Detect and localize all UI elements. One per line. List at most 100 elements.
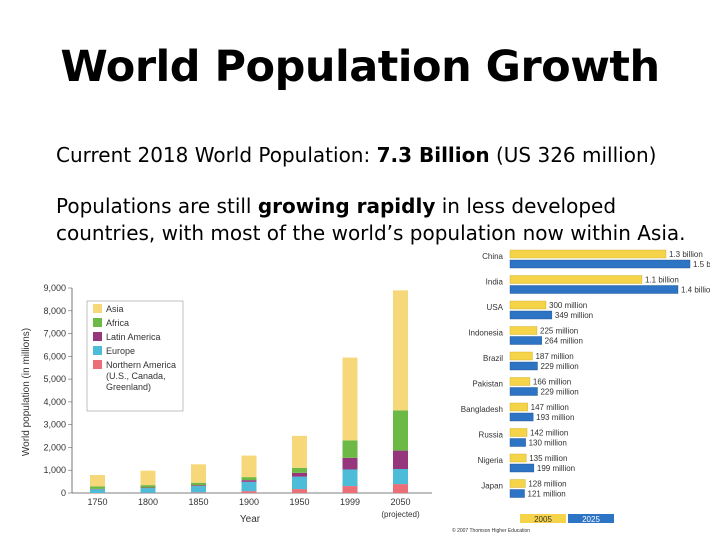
- line1-suffix: (US 326 million): [489, 143, 657, 167]
- line1-prefix: Current 2018 World Population:: [56, 143, 377, 167]
- country-label-china: China: [482, 252, 503, 261]
- value-2025-india: 1.4 billion: [681, 286, 710, 295]
- value-2005-nigeria: 135 million: [529, 454, 567, 463]
- legend-swatch-africa: [93, 318, 102, 327]
- bar-2005-pakistan: [509, 377, 531, 386]
- value-2005-bangladesh: 147 million: [531, 403, 569, 412]
- y-tick-label: 1,000: [43, 465, 66, 475]
- bar-asia-1750: [90, 475, 105, 487]
- bar-africa-1850: [191, 482, 206, 486]
- legend-label-2005: 2005: [534, 515, 552, 524]
- legend-swatch-europe: [93, 346, 102, 355]
- country-label-brazil: Brazil: [483, 354, 503, 363]
- population-growth-chart: 0 1,000 2,000 3,000 4,000 5,000 6,000 7,000 8,00…: [21, 283, 432, 525]
- y-tick-label: 5,000: [43, 374, 66, 384]
- country-label-indonesia: Indonesia: [468, 329, 503, 338]
- growth-emphasis: growing rapidly: [257, 194, 436, 218]
- legend-box: [86, 300, 184, 412]
- bar-2005-brazil: [509, 351, 533, 361]
- bar-europe-1800: [140, 488, 156, 493]
- x-tick-label: 1950: [289, 497, 309, 507]
- bar-asia-1950: [292, 435, 307, 468]
- bar-2005-bangladesh: [509, 402, 528, 412]
- bar-2005-indonesia: [509, 326, 538, 335]
- value-2005-pakistan: 166 million: [533, 378, 571, 387]
- value-2025-pakistan: 229 million: [540, 388, 578, 397]
- para-prefix: Populations are still: [56, 194, 258, 218]
- legend-label: Africa: [106, 318, 129, 328]
- bar-europe-1850: [191, 486, 206, 493]
- x-tick-label: 1900: [239, 497, 259, 507]
- x-tick-sublabel: (projected): [381, 510, 420, 519]
- value-2025-indonesia: 264 million: [545, 337, 583, 346]
- bar-northern-america-1999: [342, 486, 358, 493]
- legend-label-line2: (U.S., Canada,: [106, 371, 166, 381]
- slide-title: World Population Growth: [60, 42, 660, 92]
- y-tick-label: 6,000: [43, 351, 66, 361]
- bar-latin-america-2050: [393, 450, 408, 470]
- bar-africa-2050: [393, 410, 408, 451]
- bar-africa-1800: [140, 485, 156, 488]
- country-label-nigeria: Nigeria: [478, 456, 504, 465]
- value-2025-nigeria: 199 million: [537, 464, 575, 473]
- legend-label: Latin America: [106, 332, 161, 342]
- population-figure: 7.3 Billion: [376, 143, 490, 167]
- x-tick-label: 1850: [188, 497, 208, 507]
- bar-2005-china: [509, 249, 667, 259]
- country-label-russia: Russia: [479, 431, 504, 440]
- bar-asia-1800: [140, 470, 156, 486]
- value-2025-japan: 121 million: [528, 490, 566, 499]
- value-2025-china: 1.5 billion: [693, 260, 710, 269]
- value-2005-indonesia: 225 million: [540, 327, 578, 336]
- x-tick-label: 2050: [390, 497, 410, 507]
- bar-europe-1999: [342, 469, 358, 487]
- legend-swatch-2025: [568, 514, 614, 523]
- y-tick-label: 4,000: [43, 397, 66, 407]
- bar-europe-1750: [90, 489, 105, 493]
- legend-label-2025: 2025: [582, 515, 600, 524]
- value-2005-china: 1.3 billion: [669, 250, 703, 259]
- bar-asia-1900: [241, 455, 257, 478]
- bar-latin-america-1900: [241, 480, 257, 482]
- bar-europe-1900: [241, 481, 257, 492]
- value-2025-usa: 349 million: [555, 311, 593, 320]
- bar-asia-1850: [191, 464, 206, 483]
- value-2005-japan: 128 million: [528, 480, 566, 489]
- value-2025-bangladesh: 193 million: [536, 413, 574, 422]
- bar-2025-bangladesh: [509, 412, 534, 422]
- bar-africa-1999: [342, 440, 358, 458]
- legend-label: Europe: [106, 346, 135, 356]
- country-label-india: India: [486, 278, 504, 287]
- bar-latin-america-1800: [140, 487, 156, 489]
- bar-northern-america-1850: [191, 492, 206, 493]
- y-tick-label: 8,000: [43, 306, 66, 316]
- bar-2025-nigeria: [509, 463, 535, 473]
- bar-2005-japan: [509, 479, 526, 488]
- value-2005-india: 1.1 billion: [645, 276, 679, 285]
- legend-swatch-asia: [93, 304, 102, 313]
- x-tick-label: 1750: [87, 497, 107, 507]
- y-axis-title: World population (in millions): [21, 328, 32, 456]
- y-tick-label: 3,000: [43, 420, 66, 430]
- bar-2025-usa: [509, 310, 553, 320]
- value-2005-brazil: 187 million: [535, 352, 573, 361]
- bar-2025-indonesia: [509, 336, 542, 345]
- bar-2025-pakistan: [509, 387, 538, 396]
- bar-2005-nigeria: [509, 453, 527, 463]
- bar-2025-india: [509, 285, 679, 294]
- bar-2025-japan: [509, 489, 525, 498]
- bar-2025-russia: [509, 438, 526, 447]
- legend-swatch-2005: [520, 514, 566, 523]
- y-tick-label: 7,000: [43, 329, 66, 339]
- current-population-line: Current 2018 World Population: 7.3 Billi…: [56, 143, 656, 167]
- value-2025-russia: 130 million: [529, 439, 567, 448]
- bar-latin-america-1950: [292, 472, 307, 477]
- country-label-pakistan: Pakistan: [472, 380, 503, 389]
- bar-africa-1750: [90, 486, 105, 489]
- y-tick-label: 2,000: [43, 442, 66, 452]
- legend-label: Northern America: [106, 360, 176, 370]
- bar-2005-russia: [509, 428, 528, 437]
- bar-asia-1999: [342, 357, 358, 441]
- country-label-usa: USA: [487, 303, 504, 312]
